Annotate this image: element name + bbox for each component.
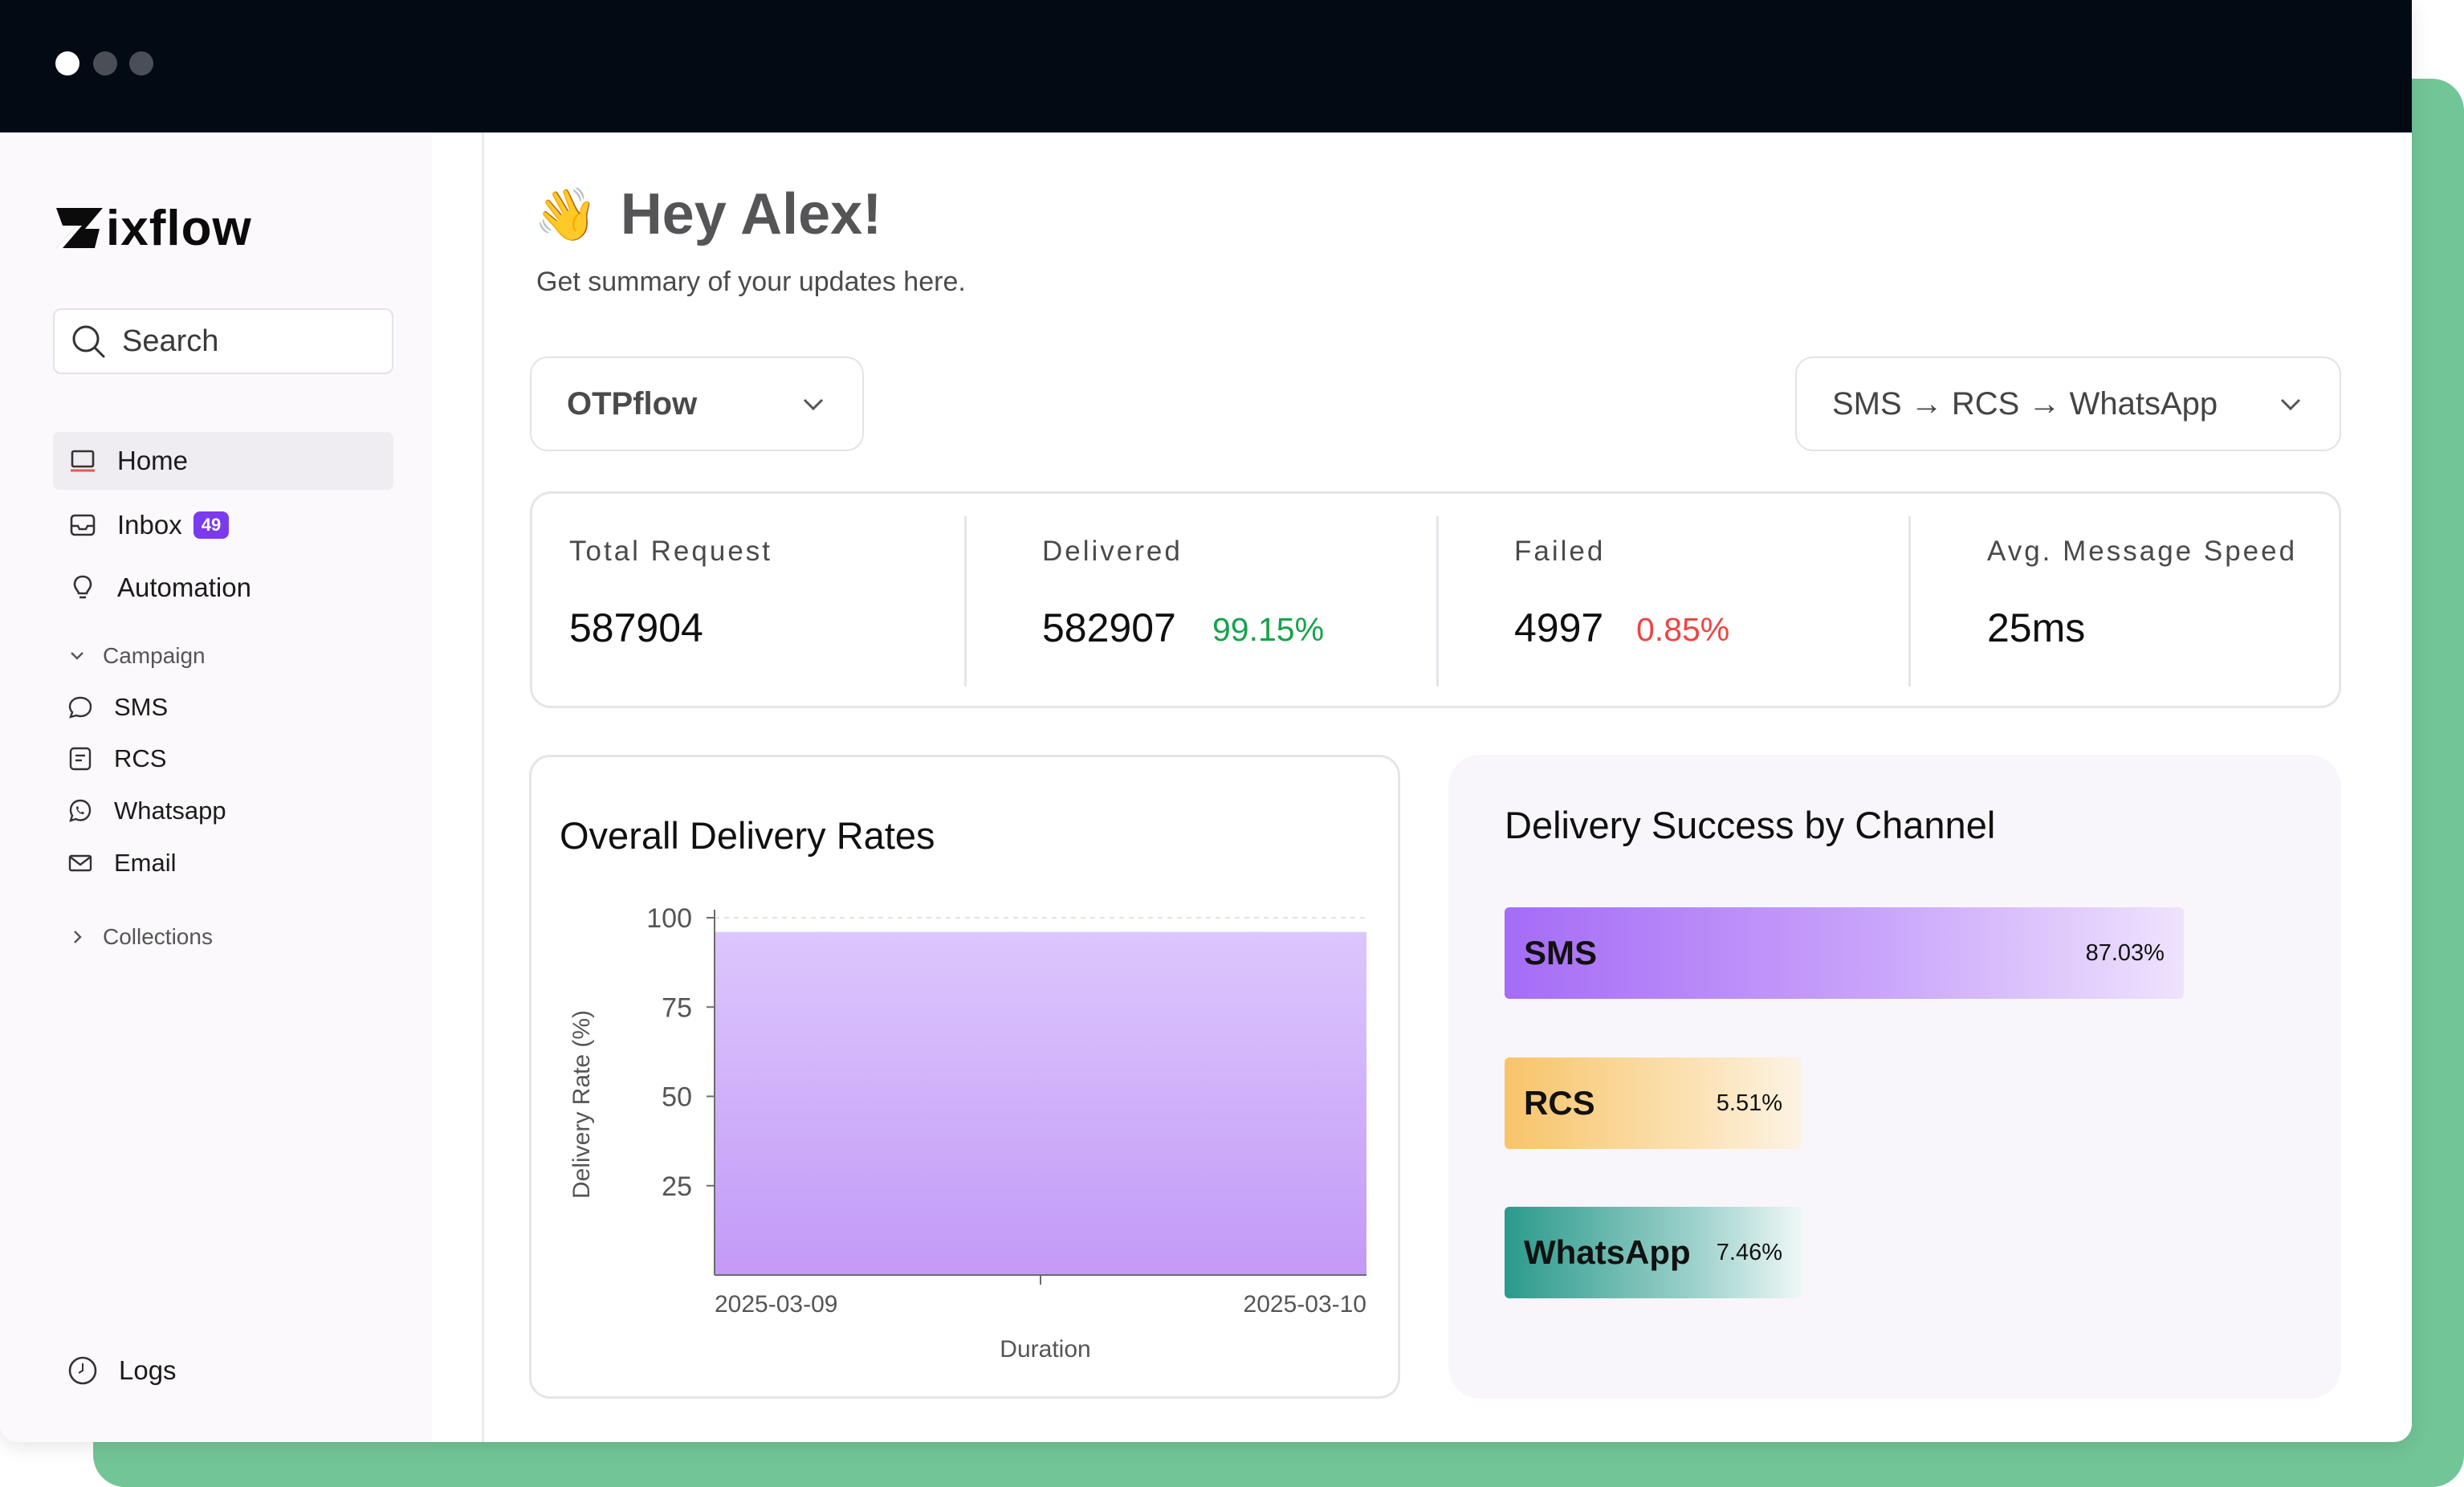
stat-title: Delivered (1042, 536, 1183, 567)
window-close-dot[interactable] (55, 51, 79, 75)
channel-bar-rcs[interactable]: RCS 5.51% (1505, 1057, 1802, 1149)
sidebar-item-home[interactable]: Home (53, 432, 393, 490)
sidebar-item-label: RCS (114, 744, 167, 772)
sidebar-item-label: SMS (114, 693, 169, 721)
sidebar-item-label: Logs (119, 1355, 177, 1385)
channel-bar-sms[interactable]: SMS 87.03% (1505, 907, 2184, 999)
y-axis-title: Delivery Rate (%) (568, 1010, 595, 1199)
channel-percent: 87.03% (2085, 939, 2165, 966)
sidebar-item-label: Whatsapp (114, 796, 226, 825)
chevron-right-icon (74, 931, 82, 943)
y-tick-label: 50 (662, 1082, 692, 1113)
flow-select-value: OTPflow (567, 385, 698, 422)
greeting: 👋 Hey Alex! (534, 178, 882, 251)
sidebar-item-sms[interactable]: SMS (67, 687, 168, 727)
mail-icon (67, 850, 93, 876)
stat-divider (1908, 516, 1911, 686)
collections-section-toggle[interactable]: Collections (67, 921, 213, 953)
stat-percent: 99.15% (1212, 611, 1325, 648)
channel-percent: 7.46% (1716, 1239, 1782, 1265)
page-title: Hey Alex! (620, 182, 882, 246)
window-maximize-dot[interactable] (129, 51, 153, 75)
delivery-rate-chart: 25 50 75 100 2025-03-09 2025-03-10 Duration Del… (568, 903, 1366, 1363)
delivery-rates-card: Overall Delivery Rates 25 50 75 100 2025-03-… (529, 755, 1400, 1399)
collections-section-label: Collections (103, 924, 213, 949)
stat-title: Total Request (569, 536, 773, 567)
search-input[interactable]: Search (53, 308, 393, 374)
stats-panel: Total Request 587904 Delivered 582907 99… (530, 491, 2341, 708)
app-window: ixflow Search Home Inbox 49 Automation C… (0, 0, 2412, 1442)
brand-logo[interactable]: ixflow (53, 200, 252, 256)
channel-bar-whatsapp[interactable]: WhatsApp 7.46% (1505, 1207, 1802, 1298)
sidebar-item-label: Inbox (117, 510, 182, 540)
whatsapp-icon (67, 798, 93, 824)
chat-bubble-icon (67, 695, 93, 720)
x-tick-label: 2025-03-09 (715, 1291, 837, 1318)
brand-name: ixflow (106, 200, 252, 256)
channel-select-value: SMS → RCS → WhatsApp (1832, 385, 2218, 422)
sidebar-item-automation[interactable]: Automation (53, 559, 393, 617)
search-placeholder: Search (122, 324, 219, 358)
chevron-down-icon (2280, 398, 2301, 411)
stat-value: 582907 (1042, 605, 1176, 650)
channel-select[interactable]: SMS → RCS → WhatsApp (1795, 356, 2341, 451)
inbox-icon (69, 511, 96, 539)
search-icon (72, 325, 105, 358)
sidebar-item-label: Automation (117, 572, 251, 602)
channel-name: RCS (1524, 1084, 1595, 1122)
channel-card-title: Delivery Success by Channel (1505, 804, 1996, 846)
clock-icon (67, 1355, 98, 1386)
sidebar-item-logs[interactable]: Logs (67, 1351, 177, 1391)
campaign-section-toggle[interactable]: Campaign (67, 640, 206, 672)
message-square-icon (67, 746, 93, 772)
chevron-down-icon (803, 398, 824, 411)
inbox-count-badge: 49 (193, 511, 230, 539)
sidebar-item-inbox[interactable]: Inbox 49 (53, 496, 393, 554)
y-tick-label: 75 (662, 992, 692, 1023)
channel-success-card: Delivery Success by Channel SMS 87.03% R… (1448, 755, 2341, 1399)
x-axis-title: Duration (1000, 1336, 1090, 1363)
stat-divider (1436, 516, 1439, 686)
wave-emoji: 👋 (534, 185, 598, 243)
channel-name: SMS (1524, 934, 1598, 972)
sidebar-item-rcs[interactable]: RCS (67, 739, 166, 779)
stat-divider (964, 516, 967, 686)
page-subtitle: Get summary of your updates here. (536, 267, 966, 297)
y-tick-label: 25 (662, 1171, 692, 1202)
window-minimize-dot[interactable] (93, 51, 117, 75)
stat-percent: 0.85% (1636, 611, 1730, 648)
sidebar-divider (482, 132, 484, 1442)
sidebar-item-label: Email (114, 849, 177, 877)
sidebar-item-whatsapp[interactable]: Whatsapp (67, 791, 226, 831)
laptop-icon (69, 447, 96, 475)
stat-value: 587904 (569, 605, 703, 650)
x-tick-label: 2025-03-10 (1244, 1291, 1366, 1318)
sidebar-item-label: Home (117, 446, 189, 475)
title-bar (0, 0, 2412, 132)
channel-name: WhatsApp (1524, 1233, 1691, 1271)
stat-title: Avg. Message Speed (1987, 536, 2298, 567)
campaign-section-label: Campaign (103, 643, 206, 668)
stat-value: 25ms (1987, 605, 2086, 650)
logo-mark-icon (56, 208, 103, 248)
chevron-down-icon (71, 652, 83, 660)
stat-title: Failed (1514, 536, 1606, 567)
lightbulb-icon (69, 574, 96, 601)
chart-title: Overall Delivery Rates (560, 814, 935, 857)
flow-select[interactable]: OTPflow (530, 356, 864, 451)
y-tick-label: 100 (646, 903, 692, 934)
sidebar-item-email[interactable]: Email (67, 843, 177, 883)
stat-value: 4997 (1514, 605, 1604, 650)
area-series (715, 931, 1366, 1275)
channel-percent: 5.51% (1716, 1090, 1782, 1116)
